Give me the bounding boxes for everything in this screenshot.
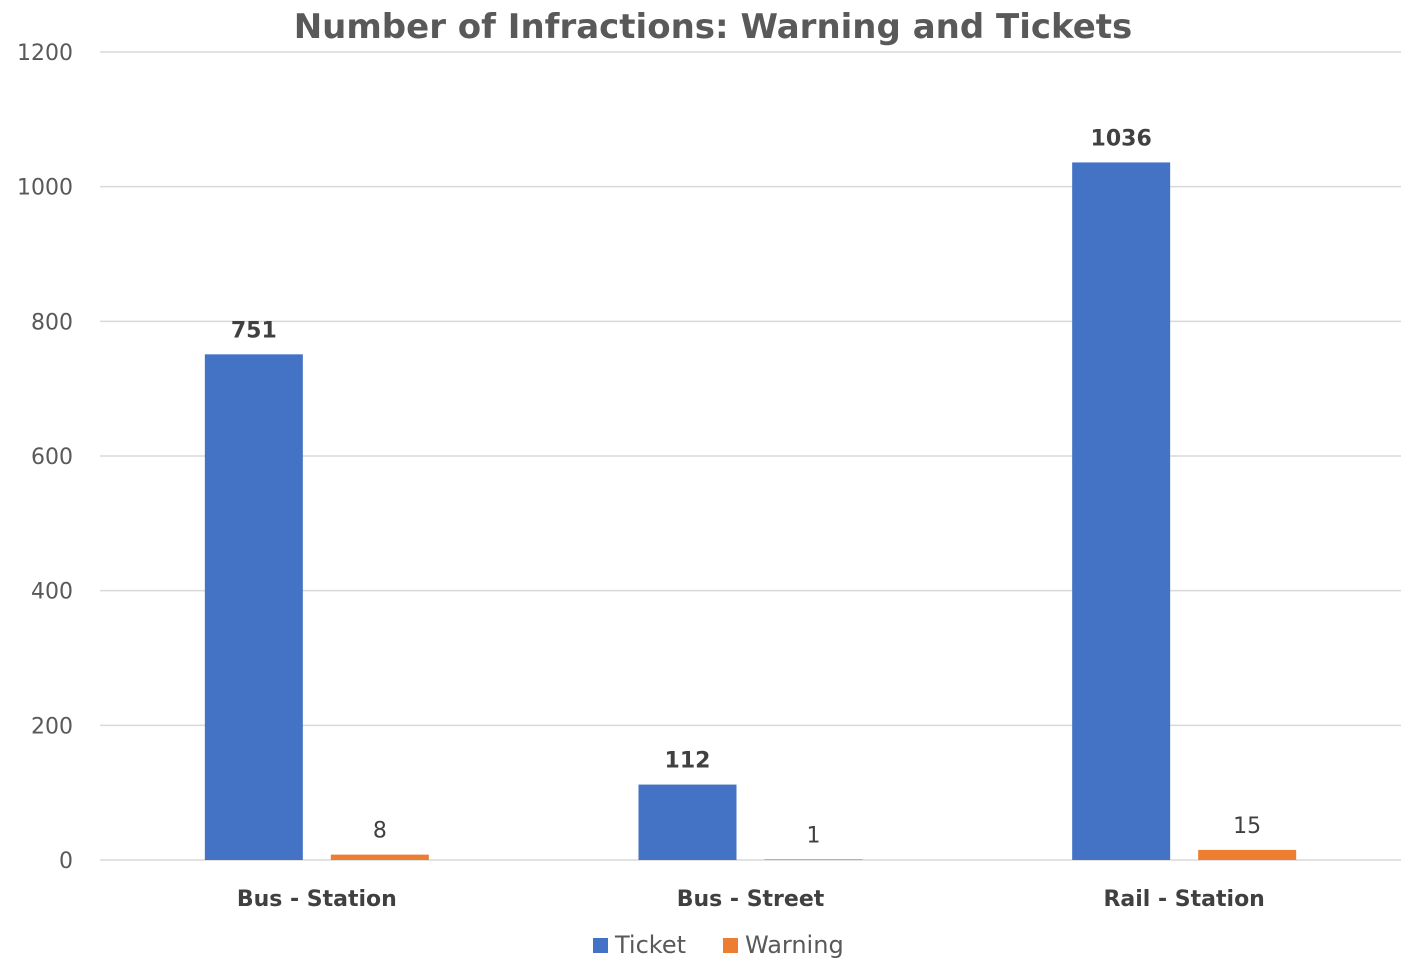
- y-tick-label: 400: [31, 580, 73, 605]
- bar-warning-1: [330, 854, 429, 860]
- y-tick-label: 1200: [17, 41, 73, 66]
- bars: [204, 162, 1297, 861]
- bar-warning-3: [1198, 849, 1297, 860]
- bar-ticket-3: [1072, 162, 1171, 861]
- data-label-warning-2: 1: [807, 823, 821, 848]
- data-label-warning-1: 8: [373, 819, 387, 844]
- gridlines: [100, 51, 1401, 861]
- y-tick-label: 600: [31, 445, 73, 470]
- legend-swatch-ticket: [593, 938, 608, 953]
- y-tick-label: 200: [31, 714, 73, 739]
- data-labels: 751 8 112 1 1036 15: [231, 126, 1261, 848]
- legend-label-ticket: Ticket: [614, 931, 686, 959]
- y-axis-tick-labels: 0 200 400 600 800 1000 1200: [17, 41, 73, 874]
- x-tick-label: Bus - Station: [237, 887, 397, 912]
- bar-ticket-2: [638, 784, 737, 860]
- x-tick-label: Rail - Station: [1103, 887, 1264, 912]
- chart-title: Number of Infractions: Warning and Ticke…: [294, 7, 1133, 47]
- data-label-ticket-1: 751: [231, 318, 277, 343]
- legend: Ticket Warning: [593, 931, 844, 959]
- x-axis-tick-labels: Bus - Station Bus - Street Rail - Station: [237, 887, 1265, 912]
- x-tick-label: Bus - Street: [677, 887, 825, 912]
- bar-ticket-1: [204, 354, 303, 860]
- bar-warning-2: [764, 859, 863, 860]
- data-label-warning-3: 15: [1233, 814, 1261, 839]
- data-label-ticket-3: 1036: [1091, 126, 1152, 151]
- legend-swatch-warning: [723, 938, 738, 953]
- y-tick-label: 0: [59, 849, 73, 874]
- y-tick-label: 800: [31, 310, 73, 335]
- data-label-ticket-2: 112: [665, 749, 711, 774]
- y-tick-label: 1000: [17, 176, 73, 201]
- legend-label-warning: Warning: [745, 931, 844, 959]
